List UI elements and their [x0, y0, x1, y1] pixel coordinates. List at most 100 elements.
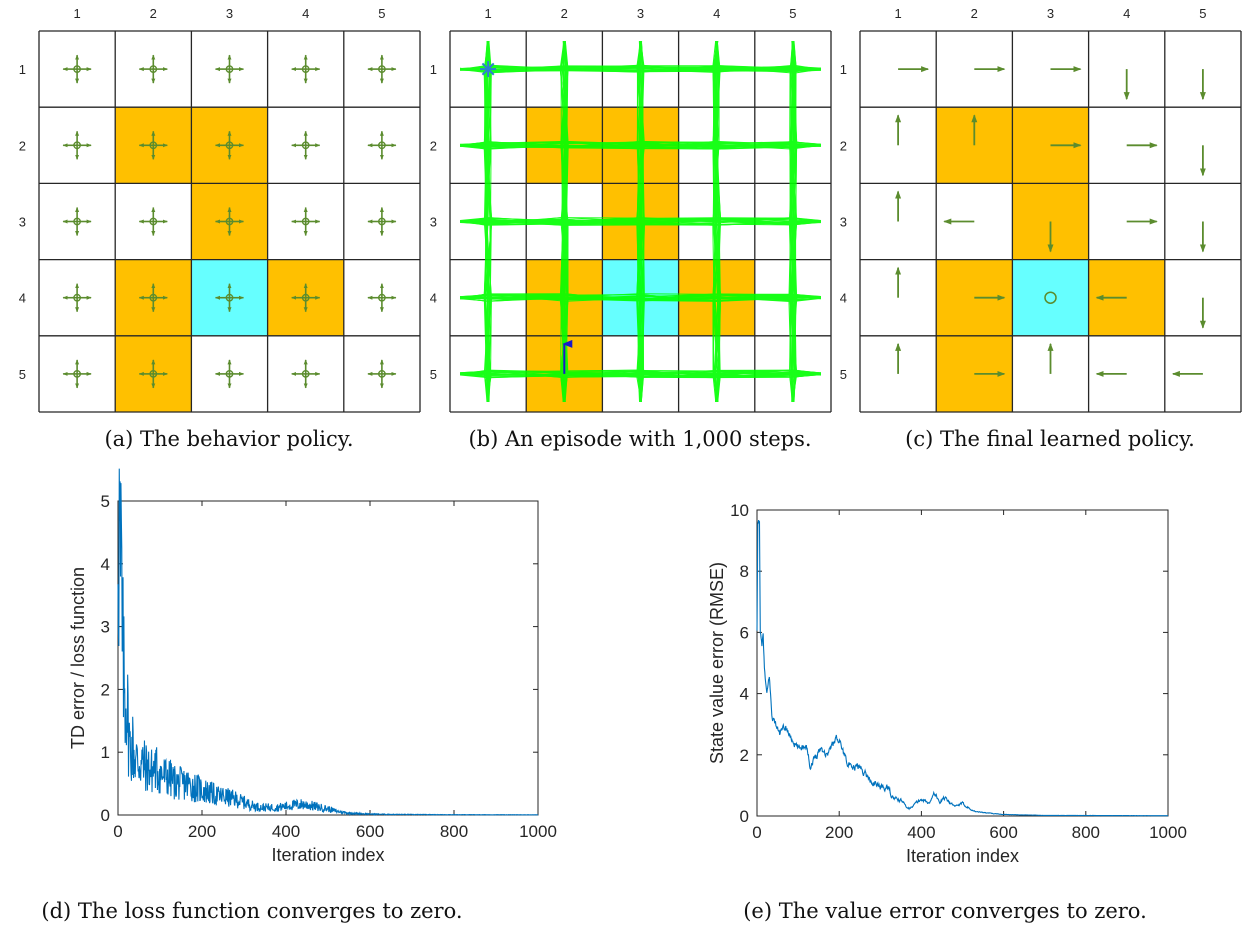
stay-circle-icon	[149, 65, 158, 74]
stay-circle-icon	[301, 141, 310, 150]
plot-frame	[117, 500, 539, 816]
trajectory-path	[791, 41, 797, 402]
y-tick-label: 6	[740, 623, 749, 642]
column-label: 3	[637, 6, 644, 21]
y-tick-label: 3	[101, 618, 110, 637]
row-label: 2	[840, 138, 847, 153]
plot-frame	[756, 509, 1169, 817]
stay-circle-icon	[149, 293, 158, 302]
column-label: 5	[1199, 6, 1206, 21]
row-label: 3	[19, 215, 26, 230]
stay-circle-icon	[377, 293, 386, 302]
row-label: 1	[840, 62, 847, 77]
trajectory-path	[712, 41, 721, 402]
y-axis-label: State value error (RMSE)	[707, 562, 727, 764]
stay-circle-icon	[73, 65, 82, 74]
trajectory-path	[639, 41, 645, 402]
row-label: 2	[430, 138, 437, 153]
x-tick-label: 600	[989, 823, 1017, 842]
x-axis-label: Iteration index	[271, 845, 384, 865]
x-tick-label: 600	[356, 822, 384, 841]
stay-circle-icon	[301, 65, 310, 74]
stay-circle-icon	[73, 369, 82, 378]
stay-circle-icon	[377, 369, 386, 378]
grid-cell-target	[1012, 259, 1089, 336]
stay-circle-icon	[377, 141, 386, 150]
row-label: 3	[840, 215, 847, 230]
y-tick-label: 2	[740, 746, 749, 765]
column-label: 3	[226, 6, 233, 21]
y-tick-label: 10	[730, 501, 749, 520]
row-label: 4	[19, 291, 26, 306]
series-line	[117, 468, 539, 817]
x-tick-label: 200	[825, 823, 853, 842]
stay-circle-icon	[225, 65, 234, 74]
column-label: 2	[150, 6, 157, 21]
x-tick-label: 1000	[519, 822, 557, 841]
stay-circle-icon	[149, 217, 158, 226]
panel-value-error-chart: 0 200 400 600 800 1000 0 2 4 6 8 10 Iteration index S…	[707, 501, 1187, 866]
trajectory-path	[563, 41, 569, 402]
stay-circle-icon	[225, 141, 234, 150]
row-label: 5	[840, 367, 847, 382]
trajectory-path	[714, 41, 720, 402]
column-label: 4	[1123, 6, 1130, 21]
panel-loss-chart: 0 200 400 600 800 1000 0 1 2 3 4 5 Iteration index TD…	[68, 468, 557, 865]
y-tick-label: 5	[101, 492, 110, 511]
y-tick-label: 4	[740, 685, 749, 704]
caption-c: (c) The final learned policy.	[905, 427, 1195, 451]
stay-circle-icon	[149, 141, 158, 150]
trajectory-path	[636, 41, 645, 402]
x-tick-label: 800	[1072, 823, 1100, 842]
y-tick-label: 0	[740, 807, 749, 826]
start-marker-icon	[480, 61, 497, 78]
row-label: 1	[19, 62, 26, 77]
stay-circle-icon	[73, 141, 82, 150]
stay-circle-icon	[225, 293, 234, 302]
stay-circle-icon	[301, 293, 310, 302]
row-label: 1	[430, 62, 437, 77]
stay-circle-icon	[149, 369, 158, 378]
row-label: 2	[19, 138, 26, 153]
caption-a: (a) The behavior policy.	[104, 427, 353, 451]
stay-circle-icon	[225, 369, 234, 378]
row-label: 5	[19, 367, 26, 382]
x-tick-label: 0	[752, 823, 761, 842]
column-label: 4	[713, 6, 720, 21]
column-label: 5	[378, 6, 385, 21]
y-tick-label: 1	[101, 743, 110, 762]
x-tick-label: 200	[188, 822, 216, 841]
column-label: 2	[971, 6, 978, 21]
panel-episode: 1 2 3 4 5 1 2 3 4 5	[430, 6, 832, 413]
row-label: 4	[430, 291, 437, 306]
y-tick-label: 0	[101, 806, 110, 825]
row-label: 5	[430, 367, 437, 382]
series-line	[756, 519, 1169, 817]
column-label: 1	[484, 6, 491, 21]
y-tick-label: 4	[101, 555, 110, 574]
stay-circle-icon	[73, 217, 82, 226]
trajectory-path	[562, 41, 566, 402]
x-tick-label: 1000	[1149, 823, 1187, 842]
stay-circle-icon	[1044, 291, 1057, 304]
stay-circle-icon	[377, 217, 386, 226]
y-tick-label: 8	[740, 562, 749, 581]
trajectory-path	[636, 41, 644, 402]
row-label: 3	[430, 215, 437, 230]
x-axis-label: Iteration index	[906, 846, 1019, 866]
x-tick-label: 400	[272, 822, 300, 841]
stay-circle-icon	[377, 65, 386, 74]
column-label: 5	[789, 6, 796, 21]
y-axis-label: TD error / loss function	[68, 567, 88, 749]
column-label: 1	[73, 6, 80, 21]
caption-b: (b) An episode with 1,000 steps.	[468, 427, 811, 451]
stay-circle-icon	[73, 293, 82, 302]
stay-circle-icon	[301, 369, 310, 378]
panel-learned-policy: 1 2 3 4 5 1 2 3 4 5	[840, 6, 1242, 413]
trajectory-path	[639, 41, 645, 402]
x-tick-label: 0	[113, 822, 122, 841]
x-tick-label: 400	[907, 823, 935, 842]
y-tick-label: 2	[101, 680, 110, 699]
column-label: 3	[1047, 6, 1054, 21]
row-label: 4	[840, 291, 847, 306]
